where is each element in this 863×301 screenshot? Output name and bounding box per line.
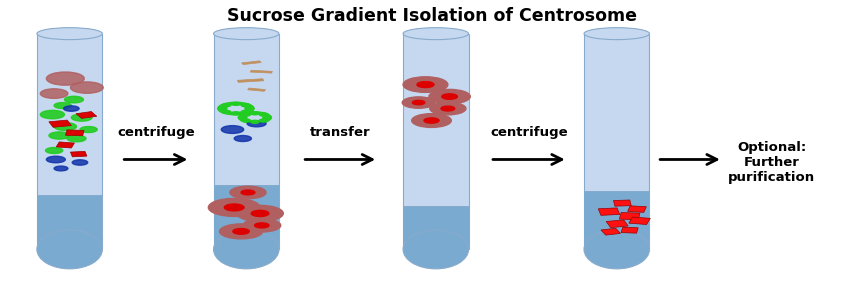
Circle shape [54,103,72,109]
Circle shape [231,102,240,105]
Circle shape [64,106,79,111]
Text: centrifuge: centrifuge [490,126,568,138]
Bar [37,195,103,249]
Circle shape [222,104,230,107]
Circle shape [222,110,230,113]
Ellipse shape [403,230,469,269]
Polygon shape [37,34,103,249]
Circle shape [402,97,435,108]
Bar [621,227,639,233]
Circle shape [54,123,77,130]
Circle shape [248,115,262,120]
Text: Optional:
Further
purification: Optional: Further purification [728,141,816,184]
Circle shape [80,126,98,132]
Polygon shape [584,34,650,249]
Ellipse shape [37,230,103,269]
Ellipse shape [213,230,279,269]
Bar [620,213,640,220]
Circle shape [224,204,244,211]
Circle shape [413,101,425,105]
Circle shape [259,119,268,122]
Circle shape [230,186,266,199]
Circle shape [250,120,259,123]
Circle shape [228,106,244,111]
Circle shape [441,106,455,111]
Bar [56,142,74,148]
Bar [598,208,620,215]
Circle shape [429,89,470,104]
Circle shape [241,104,249,107]
Circle shape [412,114,451,127]
Text: transfer: transfer [310,126,370,138]
Bar [584,191,650,249]
Polygon shape [403,34,469,249]
Bar [629,217,651,225]
Circle shape [208,198,260,216]
Ellipse shape [584,230,650,269]
Circle shape [417,82,434,88]
Circle shape [241,110,249,113]
Bar [237,79,264,82]
Bar [606,220,628,228]
Circle shape [242,113,250,116]
Circle shape [242,119,250,122]
Ellipse shape [403,28,469,40]
Bar [49,120,72,127]
Circle shape [221,126,243,133]
Ellipse shape [584,28,650,40]
Circle shape [72,160,88,165]
Circle shape [65,96,84,103]
Circle shape [442,94,457,99]
Bar [248,88,266,91]
Bar [627,206,646,212]
Circle shape [259,113,268,116]
Circle shape [46,147,63,154]
Circle shape [218,107,227,110]
Circle shape [263,116,272,119]
Circle shape [243,219,280,232]
Ellipse shape [37,28,103,40]
Circle shape [251,210,269,216]
Text: centrifuge: centrifuge [117,126,194,138]
Circle shape [231,112,240,115]
Circle shape [247,120,266,127]
Ellipse shape [213,28,279,40]
Circle shape [41,89,68,98]
Bar [242,61,261,65]
Bar [66,130,84,136]
Polygon shape [213,34,279,249]
Bar [71,151,87,157]
Circle shape [71,82,104,93]
Bar [213,185,279,249]
Bar [403,206,469,249]
Bar [614,200,631,206]
Bar [250,70,273,73]
Circle shape [219,224,262,239]
Circle shape [403,77,448,92]
Circle shape [238,112,271,123]
Circle shape [217,102,254,115]
Circle shape [238,116,247,119]
Circle shape [424,118,439,123]
Circle shape [47,156,66,163]
Text: Sucrose Gradient Isolation of Centrosome: Sucrose Gradient Isolation of Centrosome [226,7,637,25]
Circle shape [245,107,254,110]
Bar [76,112,97,118]
Circle shape [430,102,466,115]
Circle shape [241,190,255,195]
Circle shape [49,132,70,139]
Circle shape [236,205,283,222]
Bar [601,228,620,235]
Circle shape [47,72,85,85]
Circle shape [41,110,65,119]
Circle shape [67,135,86,142]
Circle shape [234,135,251,141]
Circle shape [72,114,92,121]
Circle shape [250,112,259,115]
Circle shape [255,223,269,228]
Circle shape [233,228,249,234]
Circle shape [54,166,68,171]
